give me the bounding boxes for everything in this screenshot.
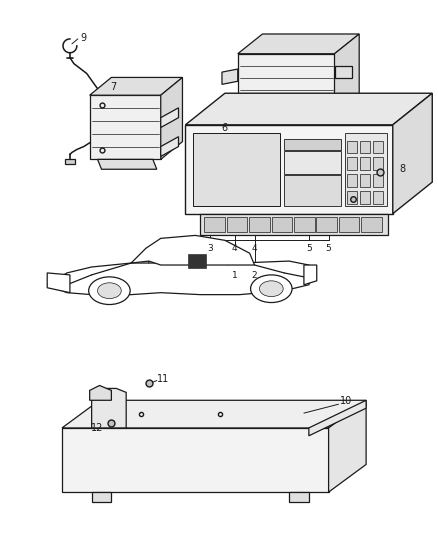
Ellipse shape (98, 283, 121, 298)
Bar (249, 216, 270, 232)
Text: 3: 3 (207, 244, 213, 253)
Bar (65, 159, 75, 164)
Bar (317, 216, 337, 232)
Bar (347, 141, 357, 154)
Bar (347, 191, 357, 204)
Bar (373, 174, 383, 187)
Bar (361, 216, 382, 232)
Bar (226, 216, 247, 232)
Polygon shape (92, 389, 126, 428)
Polygon shape (335, 66, 352, 78)
Polygon shape (161, 136, 179, 156)
Bar (373, 157, 383, 170)
Text: 2: 2 (252, 271, 258, 280)
Polygon shape (222, 69, 238, 84)
Bar (284, 139, 342, 150)
Bar (339, 216, 360, 232)
Ellipse shape (88, 277, 130, 304)
Text: 5: 5 (306, 244, 312, 253)
Polygon shape (185, 125, 393, 214)
Text: 5: 5 (326, 244, 332, 253)
Polygon shape (304, 265, 317, 285)
Polygon shape (185, 93, 432, 125)
Text: 6: 6 (222, 123, 228, 133)
Bar (200, 214, 388, 236)
Polygon shape (47, 273, 70, 293)
Polygon shape (335, 93, 352, 106)
Polygon shape (62, 400, 366, 428)
Bar (347, 174, 357, 187)
Text: 8: 8 (399, 164, 406, 174)
Bar (347, 157, 357, 170)
Polygon shape (161, 108, 179, 127)
Text: 12: 12 (92, 423, 104, 433)
Polygon shape (309, 400, 366, 436)
Bar (272, 216, 292, 232)
Polygon shape (161, 77, 183, 159)
Bar (360, 141, 370, 154)
Bar (284, 175, 342, 206)
Text: 9: 9 (81, 33, 87, 43)
Polygon shape (90, 77, 183, 95)
Polygon shape (47, 261, 314, 295)
Text: 1: 1 (232, 271, 238, 280)
Text: 4: 4 (252, 244, 258, 253)
Text: 7: 7 (110, 82, 117, 92)
Text: 10: 10 (340, 396, 353, 406)
Bar (284, 151, 342, 174)
Bar (289, 492, 309, 502)
Bar (373, 191, 383, 204)
Ellipse shape (259, 281, 283, 296)
Polygon shape (328, 400, 366, 492)
Polygon shape (62, 428, 328, 492)
Polygon shape (238, 54, 335, 115)
Polygon shape (90, 95, 161, 159)
Bar (360, 174, 370, 187)
Bar (188, 254, 206, 268)
Polygon shape (238, 34, 359, 54)
Bar (204, 216, 225, 232)
Bar (294, 216, 314, 232)
Bar (360, 157, 370, 170)
Bar (373, 141, 383, 154)
Bar (92, 492, 111, 502)
Bar (346, 133, 387, 206)
Polygon shape (335, 34, 359, 115)
Bar (193, 133, 280, 206)
Bar (360, 191, 370, 204)
Ellipse shape (251, 275, 292, 303)
Polygon shape (98, 159, 157, 169)
Polygon shape (131, 236, 254, 265)
Text: 11: 11 (157, 374, 169, 384)
Text: 4: 4 (232, 244, 237, 253)
Polygon shape (90, 385, 111, 400)
Polygon shape (393, 93, 432, 214)
